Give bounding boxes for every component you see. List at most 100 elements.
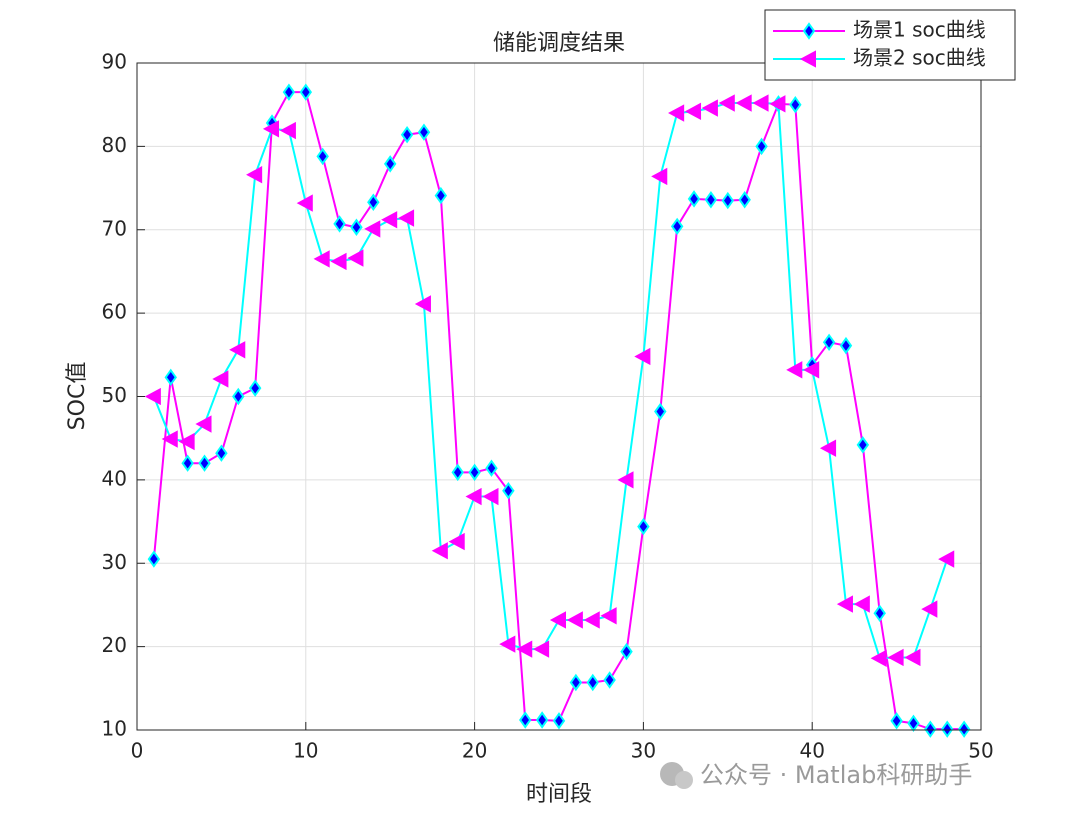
marker — [620, 642, 633, 661]
marker — [701, 99, 718, 117]
marker — [887, 648, 904, 667]
marker — [333, 215, 346, 233]
y-tick-label: 20 — [102, 633, 127, 657]
marker — [519, 711, 532, 729]
marker — [533, 640, 550, 658]
marker — [262, 120, 280, 138]
marker — [178, 432, 195, 451]
y-tick-label: 80 — [102, 133, 127, 157]
legend-label: 场景2 soc曲线 — [853, 46, 986, 70]
marker — [164, 368, 177, 387]
marker — [684, 102, 702, 121]
y-tick-label: 90 — [102, 50, 127, 74]
y-tick-label: 10 — [102, 717, 127, 741]
marker — [299, 83, 313, 101]
marker — [232, 387, 245, 406]
marker — [397, 209, 415, 227]
marker — [212, 370, 229, 388]
y-tick-label: 60 — [102, 300, 127, 324]
marker — [735, 94, 752, 112]
x-axis-label: 时间段 — [526, 782, 592, 807]
marker — [769, 95, 786, 113]
marker — [485, 459, 498, 477]
marker — [721, 191, 735, 210]
marker — [853, 595, 870, 613]
marker — [400, 125, 414, 144]
marker — [718, 94, 735, 112]
marker — [215, 444, 228, 462]
marker — [502, 481, 515, 500]
marker — [414, 295, 431, 313]
marker — [364, 220, 381, 238]
x-tick-label: 30 — [631, 739, 656, 763]
watermark-icon — [675, 771, 693, 789]
marker — [802, 22, 816, 40]
marker — [282, 83, 296, 101]
marker — [822, 333, 836, 352]
marker — [330, 252, 347, 271]
marker — [752, 94, 769, 112]
marker — [347, 249, 364, 267]
legend-label: 场景1 soc曲线 — [853, 18, 986, 42]
x-tick-label: 40 — [799, 739, 824, 763]
marker — [634, 347, 651, 366]
marker — [799, 50, 816, 68]
x-tick-label: 20 — [462, 739, 487, 763]
marker — [668, 104, 685, 122]
marker — [941, 720, 954, 738]
marker — [144, 387, 161, 406]
marker — [704, 191, 718, 209]
marker — [569, 673, 583, 692]
marker — [195, 415, 212, 433]
marker — [586, 673, 599, 692]
x-tick-label: 0 — [131, 739, 144, 763]
marker — [836, 595, 853, 613]
x-tick-label: 10 — [293, 739, 318, 763]
marker — [803, 361, 820, 379]
marker — [417, 123, 431, 141]
data — [144, 83, 971, 738]
marker — [383, 155, 397, 173]
marker — [789, 95, 802, 114]
axes-box — [136, 62, 982, 731]
marker — [448, 532, 465, 551]
marker — [603, 671, 616, 689]
marker — [381, 211, 398, 229]
grid — [136, 62, 982, 731]
marker — [161, 430, 178, 448]
marker — [583, 611, 600, 629]
marker — [904, 648, 921, 667]
marker — [839, 336, 853, 355]
marker — [600, 607, 617, 625]
marker — [654, 402, 667, 421]
marker — [279, 121, 296, 140]
x-tick-label: 50 — [968, 739, 993, 763]
marker — [687, 190, 701, 208]
marker — [431, 542, 448, 560]
legend-box — [764, 9, 1016, 81]
marker — [549, 611, 566, 629]
marker — [482, 487, 499, 506]
marker — [465, 487, 482, 506]
marker — [248, 379, 262, 397]
marker — [819, 439, 837, 457]
marker — [181, 454, 194, 472]
marker — [921, 600, 938, 618]
marker — [890, 712, 903, 730]
marker — [670, 217, 684, 236]
marker — [198, 454, 211, 472]
marker — [434, 186, 448, 205]
marker — [786, 361, 803, 379]
marker — [147, 550, 161, 568]
marker — [367, 193, 380, 211]
marker — [856, 436, 870, 454]
marker — [924, 720, 937, 738]
y-tick-label: 40 — [102, 466, 127, 490]
marker — [535, 711, 549, 729]
marker — [957, 720, 971, 738]
marker — [755, 137, 768, 156]
marker — [516, 640, 533, 658]
marker — [468, 463, 481, 482]
